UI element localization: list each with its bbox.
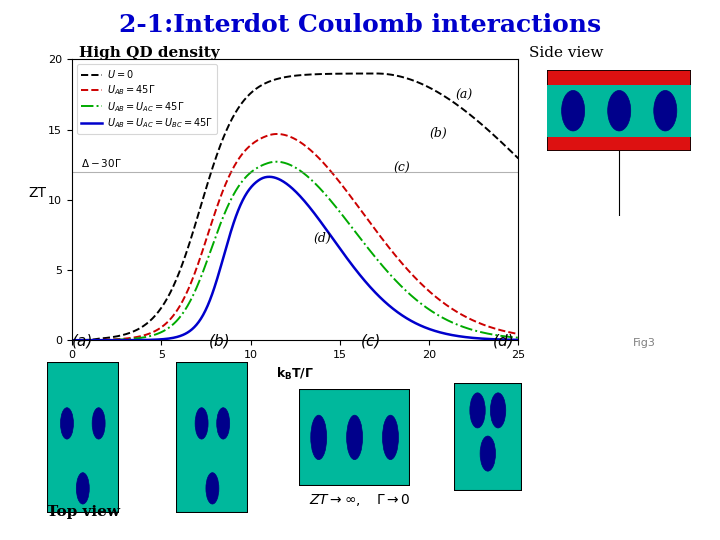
Ellipse shape [480, 436, 495, 471]
$U_{AB}=U_{AC}=U_{BC}=45\Gamma$ [68, 337, 76, 343]
Ellipse shape [76, 472, 89, 504]
$U =0$ [147, 316, 156, 323]
Text: Top view: Top view [47, 505, 120, 519]
Text: High QD density: High QD density [79, 46, 220, 60]
$U_{AB}=45\Gamma$ [405, 268, 413, 274]
$U_{AB}=U_{AC}=45\Gamma$ [405, 290, 413, 296]
Ellipse shape [470, 393, 485, 428]
$U_{AB}=U_{AC}=U_{BC}=45\Gamma$ [331, 240, 340, 246]
Text: (b): (b) [209, 333, 230, 348]
Text: (a): (a) [456, 89, 473, 102]
$U_{AB}=U_{AC}=U_{BC}=45\Gamma$ [271, 174, 279, 181]
Ellipse shape [60, 408, 73, 439]
Line: $U =0$: $U =0$ [72, 73, 518, 340]
$U_{AB}=45\Gamma$ [331, 174, 340, 180]
Ellipse shape [311, 415, 327, 460]
Text: Fig3: Fig3 [633, 338, 656, 348]
Y-axis label: ZT: ZT [28, 186, 46, 200]
Ellipse shape [195, 408, 208, 439]
$U_{AB}=U_{AC}=U_{BC}=45\Gamma$ [182, 330, 191, 336]
$U_{AB}=45\Gamma$ [147, 330, 156, 336]
$U =0$ [182, 248, 191, 255]
$U_{AB}=45\Gamma$ [273, 131, 282, 137]
$U =0$ [405, 76, 413, 82]
$U =0$ [270, 77, 279, 83]
$U_{AB}=U_{AC}=U_{BC}=45\Gamma$ [147, 336, 156, 343]
$U_{AB}=45\Gamma$ [270, 131, 279, 137]
Text: (a): (a) [72, 333, 94, 348]
$U =0$ [372, 70, 380, 77]
Text: (b): (b) [429, 126, 447, 140]
Ellipse shape [490, 393, 505, 428]
$U =0$ [68, 337, 76, 343]
Ellipse shape [206, 472, 219, 504]
$U_{AB}=U_{AC}=45\Gamma$ [68, 337, 76, 343]
$U =0$ [330, 71, 339, 77]
$U_{AB}=U_{AC}=45\Gamma$ [366, 248, 375, 255]
$U_{AB}=45\Gamma$ [514, 331, 523, 338]
Ellipse shape [382, 415, 398, 460]
Legend: $U =0$, $U_{AB}=45\Gamma$, $U_{AB}=U_{AC}=45\Gamma$, $U_{AB}=U_{AC}=U_{BC}=45\Ga: $U =0$, $U_{AB}=45\Gamma$, $U_{AB}=U_{AC… [77, 64, 217, 134]
$U_{AB}=U_{AC}=45\Gamma$ [514, 334, 523, 341]
Bar [547, 85, 691, 137]
$U_{AB}=U_{AC}=U_{BC}=45\Gamma$ [514, 336, 523, 343]
Line: $U_{AB}=U_{AC}=45\Gamma$: $U_{AB}=U_{AC}=45\Gamma$ [72, 161, 518, 340]
Line: $U_{AB}=U_{AC}=U_{BC}=45\Gamma$: $U_{AB}=U_{AC}=U_{BC}=45\Gamma$ [72, 177, 518, 340]
$U_{AB}=45\Gamma$ [366, 220, 375, 227]
$U_{AB}=U_{AC}=45\Gamma$ [147, 333, 156, 339]
Ellipse shape [217, 408, 230, 439]
$U_{AB}=U_{AC}=U_{BC}=45\Gamma$ [405, 316, 413, 323]
Ellipse shape [562, 90, 585, 131]
$U_{AB}=U_{AC}=U_{BC}=45\Gamma$ [366, 285, 375, 291]
Ellipse shape [654, 90, 677, 131]
Text: (c): (c) [361, 333, 381, 348]
Text: Side view: Side view [529, 46, 603, 60]
Ellipse shape [92, 408, 105, 439]
$U =0$ [366, 70, 374, 77]
Line: $U_{AB}=45\Gamma$: $U_{AB}=45\Gamma$ [72, 134, 518, 340]
$U_{AB}=U_{AC}=45\Gamma$ [270, 159, 279, 165]
Text: 2-1:Interdot Coulomb interactions: 2-1:Interdot Coulomb interactions [119, 14, 601, 37]
Text: (d): (d) [313, 232, 330, 245]
$U =0$ [514, 156, 523, 162]
$U_{AB}=U_{AC}=45\Gamma$ [182, 304, 191, 310]
Ellipse shape [608, 90, 631, 131]
Text: $ZT\rightarrow\infty,$   $\Gamma\rightarrow 0$: $ZT\rightarrow\infty,$ $\Gamma\rightarro… [309, 491, 411, 508]
$U_{AB}=U_{AC}=45\Gamma$ [272, 158, 281, 165]
X-axis label: $\mathbf{k_B}$$\mathbf{T/\Gamma}$: $\mathbf{k_B}$$\mathbf{T/\Gamma}$ [276, 366, 315, 382]
$U_{AB}=U_{AC}=U_{BC}=45\Gamma$ [265, 173, 274, 180]
$U_{AB}=45\Gamma$ [182, 289, 191, 296]
Ellipse shape [346, 415, 363, 460]
$U_{AB}=U_{AC}=45\Gamma$ [331, 204, 340, 210]
$U_{AB}=45\Gamma$ [68, 337, 76, 343]
Text: (d): (d) [493, 333, 515, 348]
Text: (c): (c) [393, 161, 410, 175]
Text: $\Delta-30\Gamma$: $\Delta-30\Gamma$ [81, 157, 122, 169]
